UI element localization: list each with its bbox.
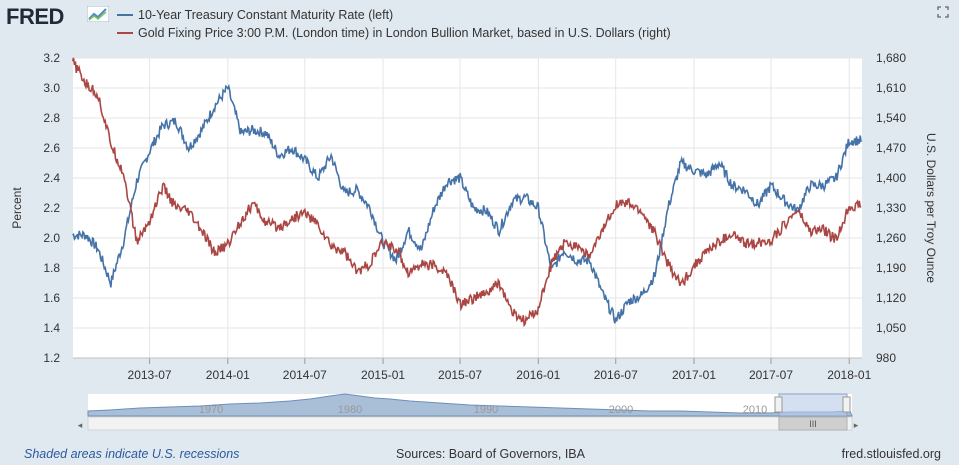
y-axis-left: 1.2 1.4 1.6 1.8 2.0 2.2 2.4 2.6 2.8 3.0 3.2 (43, 51, 60, 365)
legend-item-treasury[interactable]: 10-Year Treasury Constant Maturity Rate … (117, 6, 671, 24)
y2-tick-label: 1,540 (876, 111, 906, 125)
x-tick-label: 2017-07 (749, 368, 793, 382)
legend-item-gold[interactable]: Gold Fixing Price 3:00 P.M. (London time… (117, 24, 671, 42)
navigator-labels: 1970 1980 1990 2000 2010 (199, 404, 767, 416)
series-lines (71, 57, 862, 328)
navigator-selection[interactable] (778, 393, 848, 417)
y-tick-label: 1.4 (43, 321, 60, 335)
y2-tick-label: 1,610 (876, 81, 906, 95)
y-tick-label: 2.4 (43, 171, 60, 185)
fred-logo[interactable]: FRED (6, 4, 64, 29)
y2-tick-label: 1,470 (876, 141, 906, 155)
y-tick-label: 2.0 (43, 231, 60, 245)
scrollbar-left-arrow[interactable]: ◂ (78, 420, 83, 430)
legend-swatch-treasury (117, 14, 133, 16)
gridlines (73, 57, 862, 359)
y2-tick-label: 1,190 (876, 261, 906, 275)
y-axis-label-right: U.S. Dollars per Troy Ounce (924, 133, 938, 283)
y-tick-label: 2.8 (43, 111, 60, 125)
legend-label-gold: Gold Fixing Price 3:00 P.M. (London time… (138, 26, 671, 40)
y2-tick-label: 1,330 (876, 201, 906, 215)
sources-text: Sources: Board of Governors, IBA (396, 447, 585, 461)
navigator-right-handle[interactable] (842, 396, 851, 413)
navigator-year-label: 1990 (474, 404, 498, 416)
y-tick-label: 1.8 (43, 261, 60, 275)
navigator-scrollbar-track[interactable] (87, 416, 853, 431)
x-tick-label: 2017-01 (672, 368, 716, 382)
y-axis-right: 980 1,050 1,120 1,190 1,260 1,330 1,400 1,470 1,… (876, 51, 906, 365)
y-tick-label: 1.6 (43, 291, 60, 305)
y-tick-label: 1.2 (43, 351, 60, 365)
x-tick-label: 2015-01 (361, 368, 405, 382)
series-line-treasury (72, 83, 862, 324)
navigator-left-handle[interactable] (774, 396, 783, 413)
y2-tick-label: 1,400 (876, 171, 906, 185)
site-link[interactable]: fred.stlouisfed.org (841, 447, 941, 461)
x-tick-label: 2018-01 (827, 368, 871, 382)
expand-icon[interactable] (937, 6, 949, 18)
recessions-note: Shaded areas indicate U.S. recessions (24, 447, 240, 461)
scrollbar-right-arrow[interactable]: ▸ (854, 420, 859, 430)
y2-tick-label: 1,680 (876, 51, 906, 65)
x-tick-label: 2015-07 (438, 368, 482, 382)
x-tick-label: 2014-07 (283, 368, 327, 382)
series-line-gold (71, 57, 862, 328)
y-axis-label-left: Percent (10, 187, 24, 229)
legend-swatch-gold (117, 32, 133, 34)
range-navigator[interactable]: 1970 1980 1990 2000 2010 III ◂ ▸ (78, 393, 859, 431)
navigator-year-label: 1980 (338, 404, 362, 416)
x-tick-label: 2013-07 (128, 368, 172, 382)
navigator-year-label: 1970 (199, 404, 223, 416)
y2-tick-label: 1,120 (876, 291, 906, 305)
y-tick-label: 3.2 (43, 51, 60, 65)
y2-tick-label: 1,050 (876, 321, 906, 335)
y-tick-label: 2.2 (43, 201, 60, 215)
scrollbar-grip-icon: III (809, 419, 817, 429)
line-chart: 1.2 1.4 1.6 1.8 2.0 2.2 2.4 2.6 2.8 3.0 3.2 980 1,0… (10, 51, 938, 431)
y-tick-label: 3.0 (43, 81, 60, 95)
x-tick-label: 2014-01 (206, 368, 250, 382)
chart-legend: 10-Year Treasury Constant Maturity Rate … (117, 6, 671, 42)
navigator-year-label: 2000 (609, 404, 633, 416)
x-tick-label: 2016-01 (516, 368, 560, 382)
y-tick-label: 2.6 (43, 141, 60, 155)
navigator-scrollbar-thumb[interactable] (778, 416, 848, 431)
x-axis: 2013-07 2014-01 2014-07 2015-01 2015-07 2016-… (73, 357, 872, 382)
line-graph-icon (87, 6, 109, 22)
legend-label-treasury: 10-Year Treasury Constant Maturity Rate … (138, 8, 394, 22)
x-tick-label: 2016-07 (594, 368, 638, 382)
y2-tick-label: 980 (876, 351, 896, 365)
y2-tick-label: 1,260 (876, 231, 906, 245)
navigator-year-label: 2010 (743, 404, 767, 416)
